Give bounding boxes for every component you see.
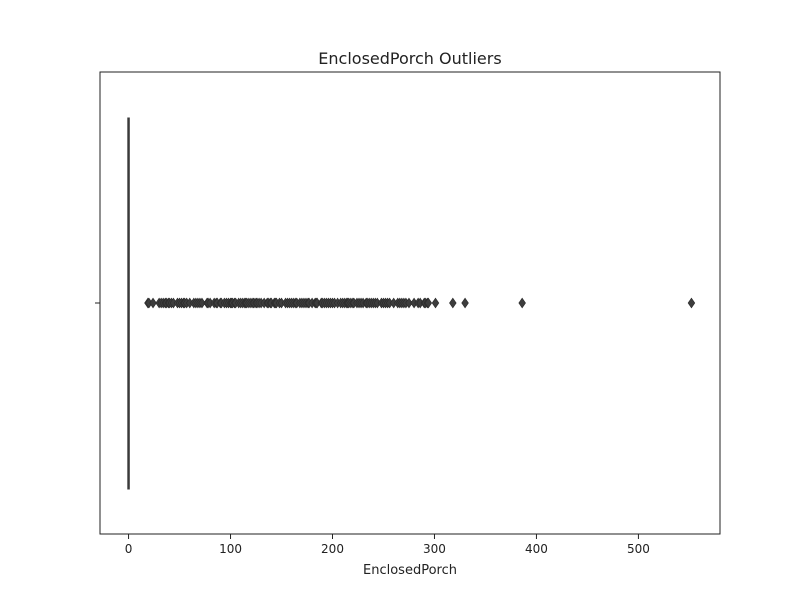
outlier-points (144, 297, 696, 309)
outlier-point (424, 297, 433, 309)
outlier-point (405, 297, 413, 309)
x-tick-label: 400 (525, 542, 548, 556)
box-element (127, 117, 130, 490)
x-axis-ticks: 0 100 200 300 400 500 (125, 534, 650, 556)
outlier-point (198, 297, 206, 309)
x-tick-label: 200 (321, 542, 344, 556)
x-tick-label: 100 (219, 542, 242, 556)
outlier-point (687, 297, 696, 309)
outlier-point (449, 297, 457, 309)
outlier-point (149, 297, 157, 309)
x-axis-label: EnclosedPorch (363, 563, 457, 578)
box-body (127, 117, 130, 490)
x-tick-label: 300 (423, 542, 446, 556)
outlier-point (518, 297, 526, 309)
x-tick-label: 500 (627, 542, 650, 556)
outlier-point (431, 297, 440, 309)
chart-title: EnclosedPorch Outliers (318, 49, 501, 68)
x-tick-label: 0 (125, 542, 133, 556)
outlier-point (461, 297, 469, 309)
